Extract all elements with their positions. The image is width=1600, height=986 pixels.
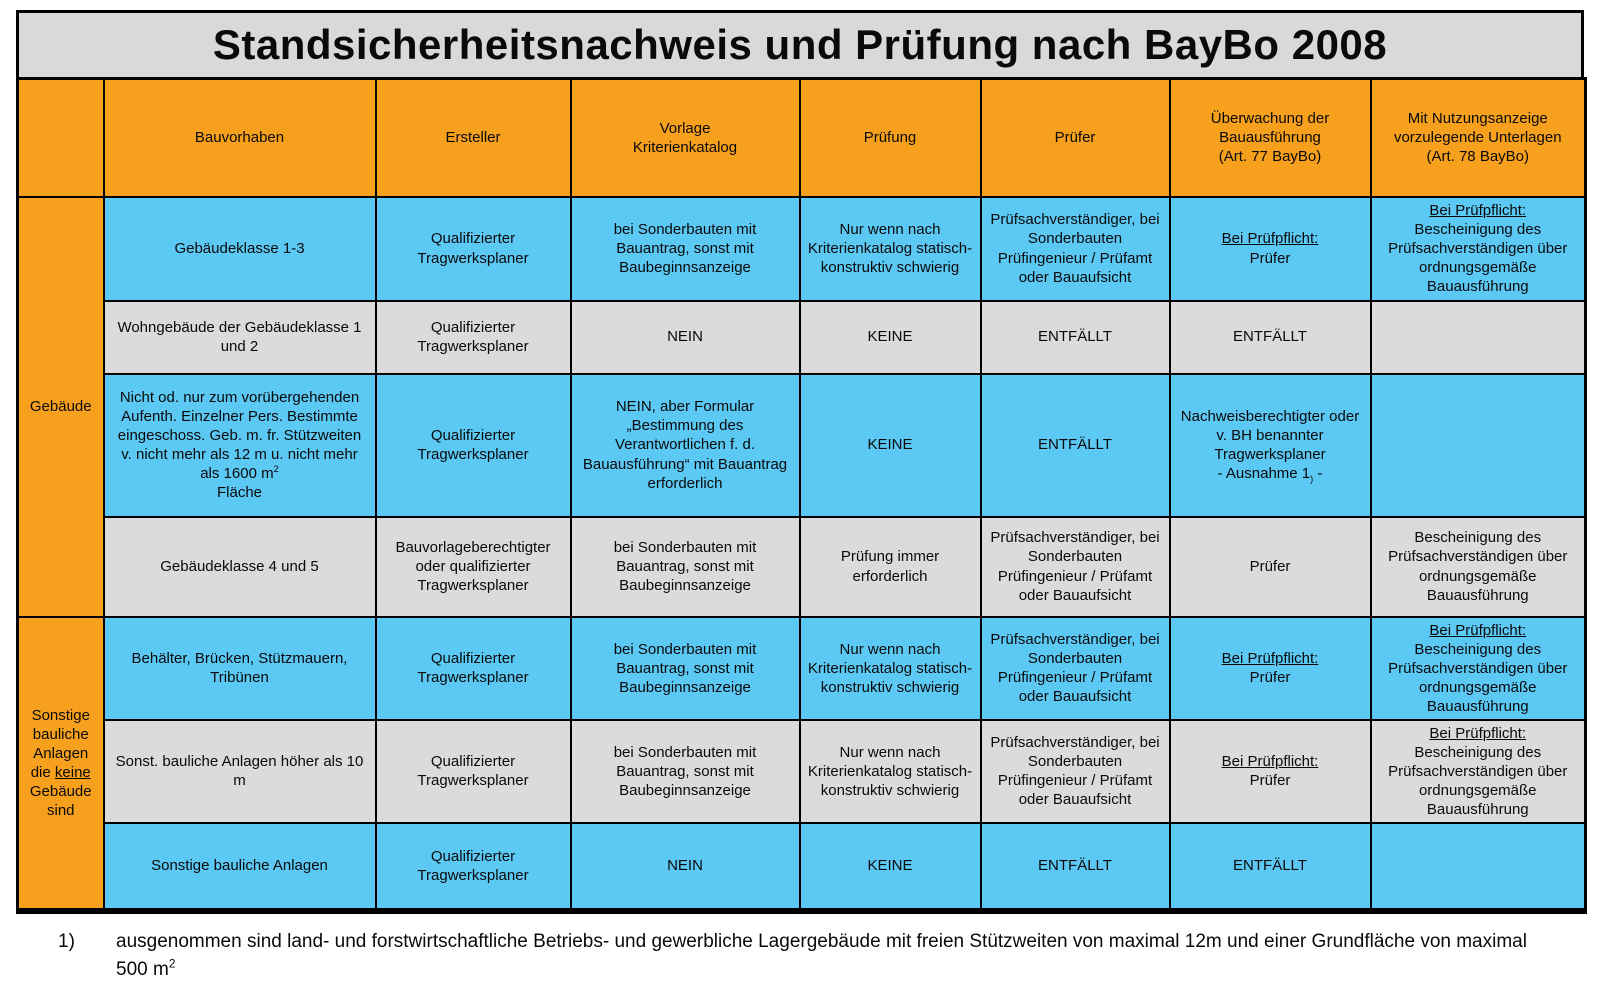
table-cell: Bescheinigung des Prüfsachverständigen ü… — [1369, 515, 1587, 618]
table-row: Sonstige bauliche Anlagen die keine Gebä… — [16, 615, 1587, 912]
table-cell: Qualifizierter Tragwerksplaner — [374, 195, 572, 302]
table-cell: bei Sonderbauten mit Bauantrag, sonst mi… — [569, 718, 801, 824]
row-group-label: Gebäude — [16, 195, 105, 618]
table-row: Nicht od. nur zum vorübergehenden Aufent… — [18, 372, 1587, 518]
table-cell: Prüfer — [1168, 515, 1372, 618]
table-cell: Bei Prüfpflicht: Prüfer — [1168, 615, 1372, 721]
table-cell: ENTFÄLLT — [979, 372, 1171, 518]
table-cell — [1369, 821, 1587, 912]
table-cell: Bei Prüfpflicht: Prüfer — [1168, 718, 1372, 824]
table-cell: Bei Prüfpflicht: Bescheinigung des Prüfsa… — [1369, 718, 1587, 824]
table-cell: Bei Prüfpflicht: Bescheinigung des Prüfsa… — [1369, 615, 1587, 721]
column-header: Überwachung der Bauausführung (Art. 77 Bay… — [1168, 77, 1372, 198]
column-header: Prüfer — [979, 77, 1171, 198]
table-cell: Qualifizierter Tragwerksplaner — [374, 718, 572, 824]
table-cell: Wohngebäude der Gebäudeklasse 1 und 2 — [102, 299, 377, 375]
table-cell: Prüfsachverständiger, bei Sonderbauten P… — [979, 515, 1171, 618]
table-cell: NEIN — [569, 299, 801, 375]
table-cell: Nur wenn nach Kriterienkatalog statisch-… — [798, 195, 982, 302]
column-header: Mit Nutzungsanzeige vorzulegende Unterlag… — [1369, 77, 1587, 198]
table-cell: NEIN — [569, 821, 801, 912]
table-cell: KEINE — [798, 372, 982, 518]
table-cell: NEIN, aber Formular „Bestimmung des Vera… — [569, 372, 801, 518]
table-cell: bei Sonderbauten mit Bauantrag, sonst mi… — [569, 515, 801, 618]
table-cell: ENTFÄLLT — [1168, 299, 1372, 375]
table-cell: Sonstige bauliche Anlagen — [102, 821, 377, 912]
column-header: Prüfung — [798, 77, 982, 198]
footnote: 1) ausgenommen sind land- und forstwirts… — [58, 928, 1584, 983]
table-row: Sonst. bauliche Anlagen höher als 10 m Qu… — [18, 718, 1587, 824]
column-header: Bauvorhaben — [102, 77, 377, 198]
regulation-table: Bauvorhaben Ersteller Vorlage Kriterienkata… — [16, 77, 1587, 914]
row-group-label: Sonstige bauliche Anlagen die keine Gebä… — [16, 615, 105, 912]
table-cell: Sonst. bauliche Anlagen höher als 10 m — [102, 718, 377, 824]
table-cell: Gebäudeklasse 4 und 5 — [102, 515, 377, 618]
table-cell: Qualifizierter Tragwerksplaner — [374, 615, 572, 721]
table-row: Wohngebäude der Gebäudeklasse 1 und 2 Qua… — [18, 299, 1587, 375]
column-header: Ersteller — [374, 77, 572, 198]
table-cell: Nur wenn nach Kriterienkatalog statisch-… — [798, 718, 982, 824]
table-cell: Behälter, Brücken, Stützmauern, Tribünen — [102, 615, 377, 721]
table-cell: Gebäudeklasse 1-3 — [102, 195, 377, 302]
table-cell: Prüfung immer erforderlich — [798, 515, 982, 618]
table-cell: Prüfsachverständiger, bei Sonderbauten P… — [979, 615, 1171, 721]
table-cell: Prüfsachverständiger, bei Sonderbauten P… — [979, 195, 1171, 302]
table-cell: bei Sonderbauten mit Bauantrag, sonst mi… — [569, 195, 801, 302]
table-row: Sonstige bauliche Anlagen Qualifizierter … — [18, 821, 1587, 912]
table-row: Gebäude Gebäudeklasse 1-3 Qualifizierter T… — [16, 195, 1587, 618]
table-cell: KEINE — [798, 821, 982, 912]
column-header — [16, 77, 105, 198]
footnote-marker: 1) — [58, 930, 75, 952]
footnote-text: ausgenommen sind land- und forstwirtscha… — [116, 930, 1527, 980]
table-cell: Qualifizierter Tragwerksplaner — [374, 821, 572, 912]
table-cell: KEINE — [798, 299, 982, 375]
table-header-row: Bauvorhaben Ersteller Vorlage Kriterienkata… — [16, 77, 1587, 198]
table-cell: ENTFÄLLT — [979, 821, 1171, 912]
table-cell — [1369, 299, 1587, 375]
table-row: Gebäudeklasse 4 und 5 Bauvorlageberechtig… — [18, 515, 1587, 618]
table-cell: Nachweisberechtigter oder v. BH benannte… — [1168, 372, 1372, 518]
table-cell — [1369, 372, 1587, 518]
column-header: Vorlage Kriterienkatalog — [569, 77, 801, 198]
table-cell: Qualifizierter Tragwerksplaner — [374, 299, 572, 375]
table-cell: ENTFÄLLT — [1168, 821, 1372, 912]
table-cell: Bei Prüfpflicht: Prüfer — [1168, 195, 1372, 302]
page-title: Standsicherheitsnachweis und Prüfung nac… — [16, 10, 1584, 80]
table-cell: Nur wenn nach Kriterienkatalog statisch-… — [798, 615, 982, 721]
table-cell: Bei Prüfpflicht: Bescheinigung des Prüfsa… — [1369, 195, 1587, 302]
table-cell: Bauvorlageberechtigter oder qualifiziert… — [374, 515, 572, 618]
table-cell: Qualifizierter Tragwerksplaner — [374, 372, 572, 518]
table-cell: Prüfsachverständiger, bei Sonderbauten P… — [979, 718, 1171, 824]
table-cell: bei Sonderbauten mit Bauantrag, sonst mi… — [569, 615, 801, 721]
table-cell: Nicht od. nur zum vorübergehenden Aufent… — [102, 372, 377, 518]
table-cell: ENTFÄLLT — [979, 299, 1171, 375]
